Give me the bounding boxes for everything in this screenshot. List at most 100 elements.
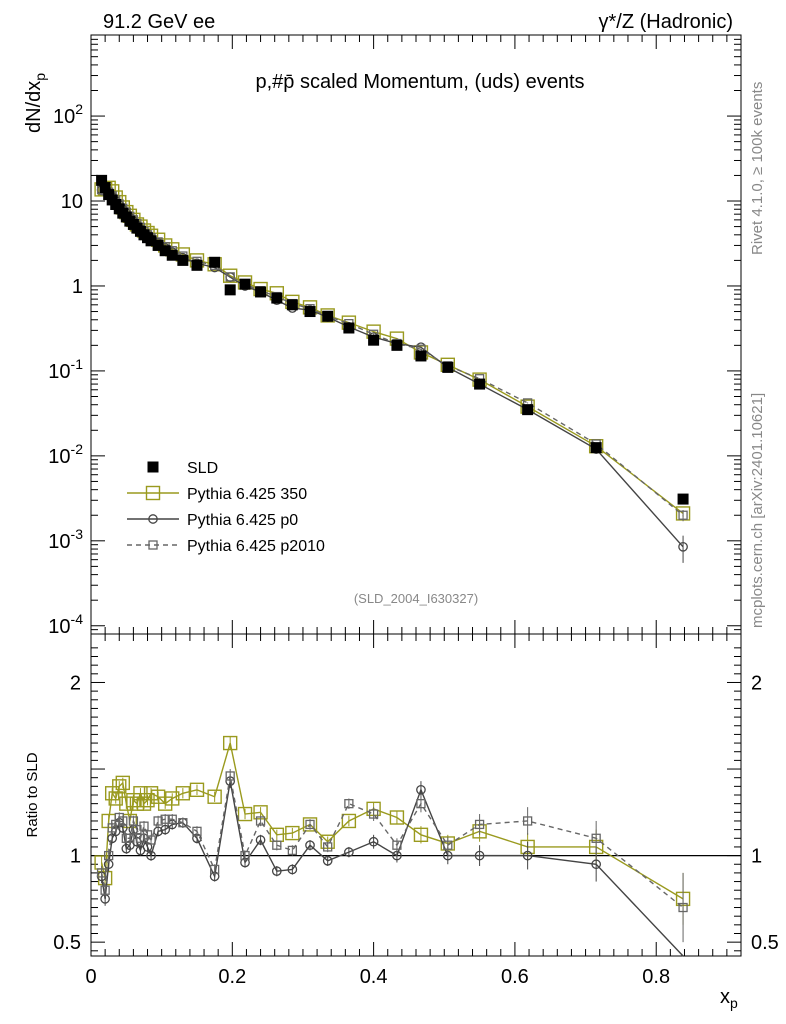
legend-marker bbox=[148, 514, 158, 524]
legend: SLD Pythia 6.425 350 Pythia 6.425 p0 Pythia… bbox=[127, 460, 325, 555]
ratio-y-tick-label-right: 0.5 bbox=[751, 932, 779, 954]
main-data-point bbox=[96, 174, 108, 186]
ratio-data-point bbox=[323, 842, 333, 852]
x-tick-label: 0.8 bbox=[642, 966, 670, 988]
main-data-point bbox=[415, 350, 427, 362]
main-y-tick-label: 10-3 bbox=[48, 526, 83, 553]
ratio-y-tick-label: 0.5 bbox=[53, 932, 81, 954]
ratio-data-point bbox=[165, 791, 180, 806]
ratio-data-point bbox=[189, 782, 205, 798]
main-data-point bbox=[225, 272, 235, 282]
ratio-data-point bbox=[368, 809, 379, 819]
main-data-point bbox=[391, 339, 403, 351]
main-data-point bbox=[590, 442, 602, 454]
main-data-point bbox=[474, 378, 486, 390]
ratio-data-point bbox=[112, 779, 127, 794]
main-data-point bbox=[166, 249, 178, 261]
ratio-data-point bbox=[255, 816, 266, 826]
main-data-point bbox=[177, 254, 189, 266]
ratio-data-point bbox=[153, 816, 163, 826]
main-data-point bbox=[368, 334, 380, 346]
ratio-data-point bbox=[389, 810, 405, 825]
ratio-y-tick-label-right: 2 bbox=[751, 672, 762, 694]
rivet-version-label: Rivet 4.1.0, ≥ 100k events bbox=[749, 82, 766, 255]
main-y-tick-label: 10-2 bbox=[48, 441, 83, 468]
ratio-data-point bbox=[344, 847, 354, 857]
main-data-point bbox=[343, 322, 355, 334]
ratio-data-point bbox=[118, 816, 128, 826]
main-data-point bbox=[442, 361, 454, 373]
ratio-data-point bbox=[240, 850, 250, 861]
ratio-data-point bbox=[271, 866, 282, 877]
main-data-point bbox=[191, 259, 203, 271]
ratio-data-point bbox=[305, 840, 315, 851]
ratio-data-point bbox=[115, 775, 130, 791]
ratio-data-point bbox=[522, 850, 533, 861]
main-data-point bbox=[99, 182, 111, 194]
main-y-tick-label: 102 bbox=[53, 101, 83, 128]
ratio-data-point bbox=[225, 771, 235, 781]
ratio-data-point bbox=[285, 825, 300, 841]
main-data-point bbox=[271, 292, 283, 304]
main-data-point bbox=[239, 278, 251, 290]
x-tick-label: 0.6 bbox=[501, 966, 529, 988]
ratio-data-point bbox=[287, 845, 298, 856]
ratio-data-point bbox=[368, 836, 379, 847]
ratio-data-point bbox=[272, 840, 282, 850]
ratio-data-point bbox=[287, 864, 298, 875]
ratio-data-point bbox=[139, 821, 149, 831]
ratio-data-point bbox=[474, 819, 485, 830]
ratio-data-point bbox=[591, 833, 601, 843]
analysis-id: (SLD_2004_I630327) bbox=[354, 591, 478, 606]
main-y-tick-label: 1 bbox=[72, 276, 83, 298]
main-y-axis-label: dN/dxp bbox=[23, 73, 48, 133]
ratio-data-point bbox=[322, 855, 333, 866]
legend-marker bbox=[148, 540, 158, 550]
ratio-data-point bbox=[160, 824, 171, 835]
main-data-point bbox=[222, 268, 238, 283]
legend-item: Pythia 6.425 p2010 bbox=[127, 538, 325, 555]
ratio-data-point bbox=[209, 864, 220, 875]
ratio-series-pythia-6-425-350 bbox=[94, 735, 691, 925]
legend-marker bbox=[147, 461, 159, 473]
x-tick-label: 0.2 bbox=[218, 966, 246, 988]
main-data-point bbox=[209, 256, 221, 268]
main-y-tick-label: 10-4 bbox=[48, 611, 83, 638]
legend-label: Pythia 6.425 350 bbox=[187, 486, 307, 503]
ratio-data-point bbox=[416, 784, 426, 795]
ratio-data-point bbox=[175, 786, 191, 801]
main-series-pythia-6-425-p0 bbox=[96, 185, 688, 563]
ratio-data-point bbox=[146, 835, 156, 845]
main-data-point bbox=[224, 284, 236, 296]
legend-label: SLD bbox=[187, 460, 218, 477]
ratio-data-point bbox=[167, 814, 177, 824]
main-data-point bbox=[145, 235, 157, 247]
ratio-data-point bbox=[104, 850, 114, 861]
ratio-series-pythia-6-425-p2010 bbox=[96, 769, 688, 943]
ratio-data-point bbox=[443, 840, 453, 850]
ratio-data-point bbox=[522, 816, 533, 826]
ratio-data-point bbox=[392, 840, 402, 850]
main-data-point bbox=[522, 404, 534, 416]
ratio-data-point bbox=[344, 799, 354, 809]
main-data-point bbox=[677, 493, 689, 505]
main-data-point bbox=[322, 310, 334, 322]
ratio-data-point bbox=[100, 885, 110, 895]
ratio-data-point bbox=[341, 813, 357, 829]
ratio-data-point bbox=[237, 806, 253, 822]
ratio-data-point bbox=[222, 735, 238, 751]
ratio-y-tick-label: 1 bbox=[70, 846, 81, 868]
main-data-point bbox=[286, 299, 298, 311]
ratio-data-point bbox=[178, 818, 188, 828]
main-data-point bbox=[678, 510, 688, 520]
x-tick-label: 0.4 bbox=[360, 966, 388, 988]
ratio-y-tick-label-right: 1 bbox=[751, 846, 762, 868]
energy-label: 91.2 GeV ee bbox=[103, 11, 215, 33]
ratio-data-point bbox=[305, 819, 315, 830]
main-data-point bbox=[304, 306, 316, 318]
main-series-sld bbox=[96, 174, 689, 505]
main-data-point bbox=[678, 541, 688, 552]
main-series-group bbox=[94, 174, 691, 563]
legend-item: Pythia 6.425 350 bbox=[127, 485, 307, 503]
